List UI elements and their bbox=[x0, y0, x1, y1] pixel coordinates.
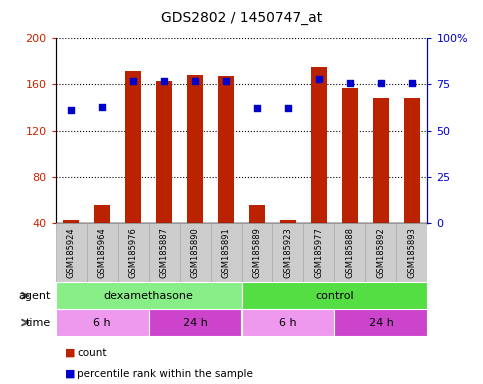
Bar bbox=[242, 282, 427, 309]
Bar bbox=[149, 309, 242, 336]
Bar bbox=[397, 223, 427, 282]
Text: 24 h: 24 h bbox=[369, 318, 394, 328]
Bar bbox=[303, 223, 334, 282]
Text: ■: ■ bbox=[65, 348, 76, 358]
Bar bbox=[311, 67, 327, 223]
Text: time: time bbox=[26, 318, 51, 328]
Bar bbox=[63, 220, 79, 223]
Text: GSM185892: GSM185892 bbox=[376, 227, 385, 278]
Bar bbox=[404, 98, 420, 223]
Text: ■: ■ bbox=[65, 369, 76, 379]
Bar bbox=[334, 223, 366, 282]
Bar bbox=[272, 223, 303, 282]
Point bbox=[191, 78, 199, 84]
Bar bbox=[180, 223, 211, 282]
Text: 24 h: 24 h bbox=[183, 318, 208, 328]
Text: agent: agent bbox=[18, 291, 51, 301]
Bar bbox=[249, 205, 265, 223]
Bar bbox=[373, 98, 389, 223]
Text: GSM185891: GSM185891 bbox=[222, 227, 230, 278]
Bar bbox=[334, 309, 427, 336]
Bar bbox=[242, 223, 272, 282]
Point bbox=[160, 78, 168, 84]
Bar bbox=[149, 223, 180, 282]
Text: dexamethasone: dexamethasone bbox=[103, 291, 194, 301]
Bar bbox=[211, 223, 242, 282]
Text: GSM185887: GSM185887 bbox=[159, 227, 169, 278]
Point bbox=[129, 78, 137, 84]
Point bbox=[284, 105, 292, 111]
Point bbox=[222, 78, 230, 84]
Bar bbox=[218, 76, 234, 223]
Text: GSM185923: GSM185923 bbox=[284, 227, 293, 278]
Text: 6 h: 6 h bbox=[93, 318, 111, 328]
Bar bbox=[117, 223, 149, 282]
Bar bbox=[56, 223, 86, 282]
Text: count: count bbox=[77, 348, 107, 358]
Point bbox=[377, 79, 385, 86]
Point bbox=[253, 105, 261, 111]
Bar bbox=[86, 223, 117, 282]
Bar bbox=[366, 223, 397, 282]
Text: percentile rank within the sample: percentile rank within the sample bbox=[77, 369, 253, 379]
Bar bbox=[56, 309, 149, 336]
Point bbox=[67, 107, 75, 113]
Point bbox=[315, 76, 323, 82]
Text: control: control bbox=[315, 291, 354, 301]
Bar bbox=[342, 88, 358, 223]
Bar bbox=[56, 282, 242, 309]
Point bbox=[408, 79, 416, 86]
Text: GSM185888: GSM185888 bbox=[345, 227, 355, 278]
Text: GSM185893: GSM185893 bbox=[408, 227, 416, 278]
Bar bbox=[242, 309, 334, 336]
Text: GSM185976: GSM185976 bbox=[128, 227, 138, 278]
Bar bbox=[280, 220, 296, 223]
Bar bbox=[187, 75, 203, 223]
Point bbox=[346, 79, 354, 86]
Text: GDS2802 / 1450747_at: GDS2802 / 1450747_at bbox=[161, 11, 322, 25]
Text: GSM185890: GSM185890 bbox=[190, 227, 199, 278]
Text: GSM185889: GSM185889 bbox=[253, 227, 261, 278]
Bar bbox=[156, 81, 172, 223]
Text: GSM185924: GSM185924 bbox=[67, 227, 75, 278]
Text: 6 h: 6 h bbox=[279, 318, 297, 328]
Text: GSM185977: GSM185977 bbox=[314, 227, 324, 278]
Bar bbox=[125, 71, 141, 223]
Point bbox=[98, 104, 106, 110]
Text: GSM185964: GSM185964 bbox=[98, 227, 107, 278]
Bar bbox=[94, 205, 110, 223]
